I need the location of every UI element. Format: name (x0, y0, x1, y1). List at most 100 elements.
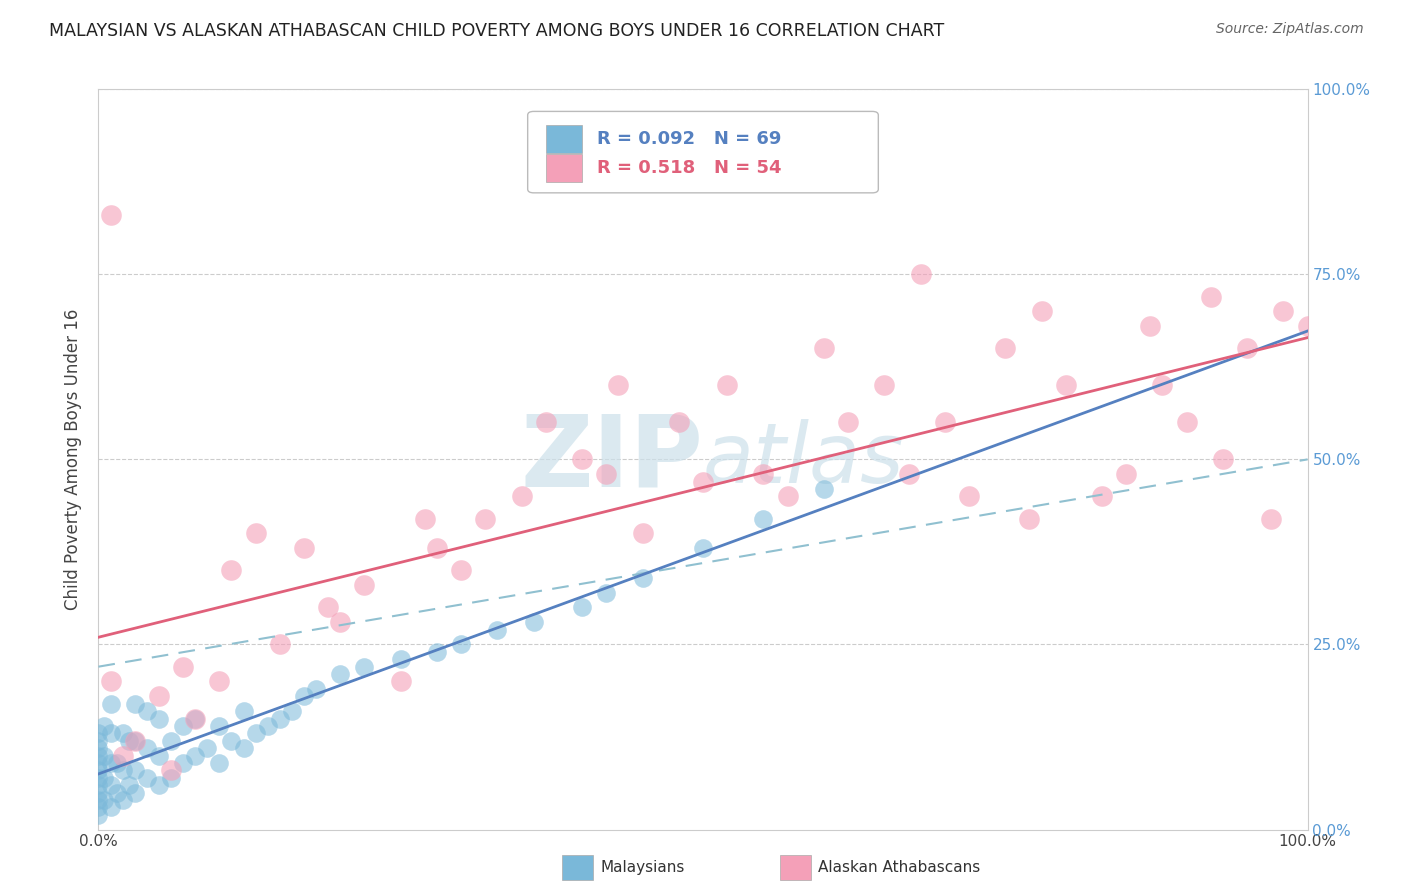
Point (353, 659, 375, 673)
Text: Malaysians: Malaysians (600, 861, 685, 875)
Point (87, 793, 110, 807)
Point (208, 756, 231, 770)
Point (118, 733, 141, 747)
Point (208, 674, 231, 689)
Point (105, 756, 128, 770)
Point (245, 526, 267, 541)
Point (232, 741, 254, 756)
Point (93, 771, 115, 785)
Point (232, 704, 254, 718)
Point (100, 697, 122, 711)
Point (486, 623, 509, 637)
Point (692, 475, 714, 489)
Point (118, 778, 141, 792)
Point (281, 704, 304, 718)
Point (172, 659, 194, 673)
Point (100, 674, 122, 689)
Point (571, 452, 593, 467)
Point (1260, 511, 1282, 525)
Point (837, 415, 859, 429)
Point (87, 733, 110, 747)
Point (1139, 319, 1161, 334)
Point (292, 541, 315, 556)
Point (160, 733, 183, 747)
Point (692, 541, 714, 556)
Point (426, 541, 449, 556)
Point (135, 771, 157, 785)
Point (1296, 319, 1319, 334)
Point (897, 467, 920, 482)
Point (184, 712, 207, 726)
Point (135, 704, 157, 718)
Point (87, 778, 110, 792)
Point (148, 748, 170, 763)
Text: R = 0.092   N = 69: R = 0.092 N = 69 (596, 130, 780, 148)
Point (93, 748, 115, 763)
Point (172, 719, 194, 733)
Point (329, 615, 352, 630)
Point (87, 764, 110, 778)
Point (813, 482, 835, 496)
Point (1199, 289, 1222, 303)
Text: MALAYSIAN VS ALASKAN ATHABASCAN CHILD POVERTY AMONG BOYS UNDER 16 CORRELATION CH: MALAYSIAN VS ALASKAN ATHABASCAN CHILD PO… (49, 22, 945, 40)
Point (450, 564, 472, 578)
Point (124, 733, 146, 747)
Point (873, 378, 896, 392)
Point (87, 741, 110, 756)
Point (1236, 341, 1258, 355)
Point (474, 511, 496, 525)
Text: ZIP: ZIP (520, 411, 703, 508)
Point (148, 778, 170, 792)
FancyBboxPatch shape (527, 112, 879, 193)
Point (776, 489, 799, 503)
Point (100, 778, 122, 792)
Point (1031, 304, 1053, 318)
Point (389, 674, 412, 689)
Point (668, 415, 690, 429)
Point (269, 637, 291, 651)
Y-axis label: Child Poverty Among Boys Under 16: Child Poverty Among Boys Under 16 (65, 309, 83, 610)
Point (631, 526, 654, 541)
Point (631, 571, 654, 585)
Point (1018, 511, 1040, 525)
Point (100, 756, 122, 770)
Point (316, 600, 339, 615)
Point (148, 712, 170, 726)
Point (450, 637, 472, 651)
Point (124, 733, 146, 747)
Point (1212, 452, 1234, 467)
Point (100, 726, 122, 740)
Point (172, 756, 194, 770)
Point (148, 690, 170, 704)
Point (389, 652, 412, 666)
Point (413, 511, 436, 525)
Point (100, 800, 122, 814)
Point (87, 800, 110, 814)
Point (1272, 304, 1295, 318)
Point (160, 771, 183, 785)
Point (1152, 378, 1174, 392)
Point (124, 764, 146, 778)
Point (245, 726, 267, 740)
Point (87, 807, 110, 822)
Point (93, 793, 115, 807)
Point (595, 467, 617, 482)
Point (752, 511, 775, 525)
Point (208, 719, 231, 733)
Point (1091, 489, 1114, 503)
Point (100, 208, 122, 222)
Point (910, 268, 932, 282)
Point (87, 786, 110, 800)
Point (994, 341, 1017, 355)
Point (813, 341, 835, 355)
Bar (546, 125, 582, 153)
Point (269, 712, 291, 726)
Point (426, 645, 449, 659)
Point (1175, 415, 1198, 429)
Point (105, 786, 128, 800)
Point (256, 719, 278, 733)
Point (184, 712, 207, 726)
Point (607, 378, 630, 392)
Point (111, 748, 134, 763)
Point (111, 726, 134, 740)
